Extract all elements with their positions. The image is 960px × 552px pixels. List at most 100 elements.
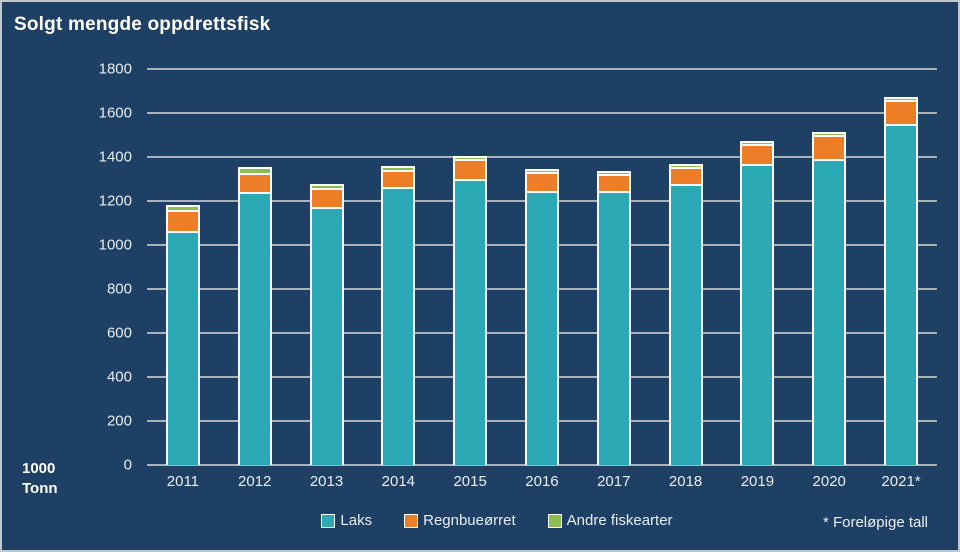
bar-segment: [526, 171, 557, 172]
bar-segment: [526, 193, 557, 465]
bar-segment: [886, 126, 917, 465]
gridline: [147, 68, 937, 70]
bar-segment: [598, 176, 629, 191]
bar-slot-2015: [434, 69, 506, 465]
x-tick-label: 2017: [597, 473, 631, 490]
bar-slot-2017: [578, 69, 650, 465]
bar-segment: [383, 168, 414, 170]
y-tick-label: 0: [123, 456, 132, 474]
bar-segment: [814, 137, 845, 159]
bar-segment: [526, 174, 557, 191]
x-tick-label: 2018: [668, 473, 703, 490]
bar-segment: [455, 158, 486, 159]
bar-slot-2013: [291, 69, 363, 465]
y-axis-labels: 1800 1600 1400 1200 1000 800 600 400 200 0: [2, 61, 132, 474]
legend-label: Regnbueørret: [423, 512, 516, 529]
y-axis-unit-line1: 1000: [22, 460, 56, 477]
legend: Laks Regnbueørret Andre fiskearter: [147, 512, 847, 529]
legend-label: Andre fiskearter: [566, 512, 673, 529]
legend-swatch-icon: [404, 513, 419, 528]
bar-slot-2021: [865, 69, 937, 465]
y-axis-unit-line2: Tonn: [22, 480, 58, 497]
bar-segment: [670, 166, 701, 167]
y-tick-label: 200: [106, 412, 132, 430]
y-tick-label: 1800: [98, 60, 132, 78]
y-tick-label: 800: [106, 280, 132, 298]
legend-swatch-icon: [321, 513, 336, 528]
bar-segment: [886, 99, 917, 100]
bar-segment: [311, 190, 342, 207]
bar-segment: [742, 146, 773, 164]
legend-item: Regnbueørret: [404, 512, 516, 529]
stacked-bar: [453, 156, 488, 465]
stacked-bar: [165, 205, 200, 465]
gridline: [147, 112, 937, 114]
bar-segment: [814, 161, 845, 465]
y-tick-label: 600: [106, 324, 132, 342]
x-tick-label: 2016: [525, 473, 559, 490]
x-tick-label: 2020: [812, 473, 846, 490]
gridline: [147, 464, 937, 466]
bar-segment: [598, 173, 629, 174]
stacked-bar: [381, 166, 416, 465]
stacked-bar: [237, 167, 272, 465]
bar-slot-2018: [650, 69, 722, 465]
bar-segment: [886, 102, 917, 124]
stacked-bar: [884, 97, 919, 465]
footnote: * Foreløpige tall: [822, 514, 928, 531]
bar-segment: [814, 134, 845, 135]
bar-slot-2020: [793, 69, 865, 465]
y-tick-label: 400: [106, 368, 132, 386]
gridline: [147, 156, 937, 158]
bar-segment: [670, 186, 701, 465]
stacked-bar: [740, 141, 775, 465]
bar-segment: [670, 169, 701, 184]
y-tick-label: 1600: [98, 104, 132, 122]
stacked-bar: [812, 132, 847, 465]
bar-segment: [311, 186, 342, 188]
bar-slot-2014: [362, 69, 434, 465]
bar-segment: [742, 166, 773, 465]
x-tick-label: 2015: [453, 473, 487, 490]
bar-segment: [239, 175, 270, 192]
bar-segment: [167, 212, 198, 231]
x-tick-label: 2014: [381, 473, 416, 490]
bar-segment: [455, 181, 486, 465]
bar-slot-2016: [506, 69, 578, 465]
y-axis-unit: 1000 Tonn: [22, 459, 58, 499]
bar-slot-2019: [722, 69, 794, 465]
bar-segment: [311, 209, 342, 465]
x-tick-label: 2021*: [881, 473, 921, 490]
stacked-bar: [309, 184, 344, 465]
x-tick-label: 2012: [238, 473, 272, 490]
y-tick-label: 1200: [98, 192, 132, 210]
bar-segment: [167, 233, 198, 465]
x-axis-labels: 2011 2012 2013 2014 2015 2016 2017 2018 2019 2020…: [147, 473, 937, 490]
bar-segment: [383, 189, 414, 465]
bar-slot-2011: [147, 69, 219, 465]
bar-segment: [383, 172, 414, 187]
bar-segment: [455, 161, 486, 179]
x-tick-label: 2013: [309, 473, 344, 490]
legend-item: Laks: [321, 512, 372, 529]
bar-segment: [742, 143, 773, 144]
stacked-bar: [668, 164, 703, 465]
chart-title: Solgt mengde oppdrettsfisk: [14, 14, 271, 35]
bar-segment: [598, 193, 629, 465]
plot-area: [147, 68, 937, 466]
x-tick-label: 2011: [166, 473, 200, 490]
stacked-bar: [524, 169, 559, 465]
bar-segment: [167, 207, 198, 210]
bar-segment: [239, 194, 270, 465]
y-tick-label: 1400: [98, 148, 132, 166]
bar-series: [147, 69, 937, 465]
legend-swatch-icon: [547, 513, 562, 528]
x-tick-label: 2019: [740, 473, 775, 490]
bar-segment: [239, 169, 270, 173]
legend-label: Laks: [340, 512, 373, 529]
stacked-bar: [596, 171, 631, 465]
y-tick-label: 1000: [98, 236, 132, 254]
legend-item: Andre fiskearter: [547, 512, 673, 529]
bar-slot-2012: [219, 69, 291, 465]
